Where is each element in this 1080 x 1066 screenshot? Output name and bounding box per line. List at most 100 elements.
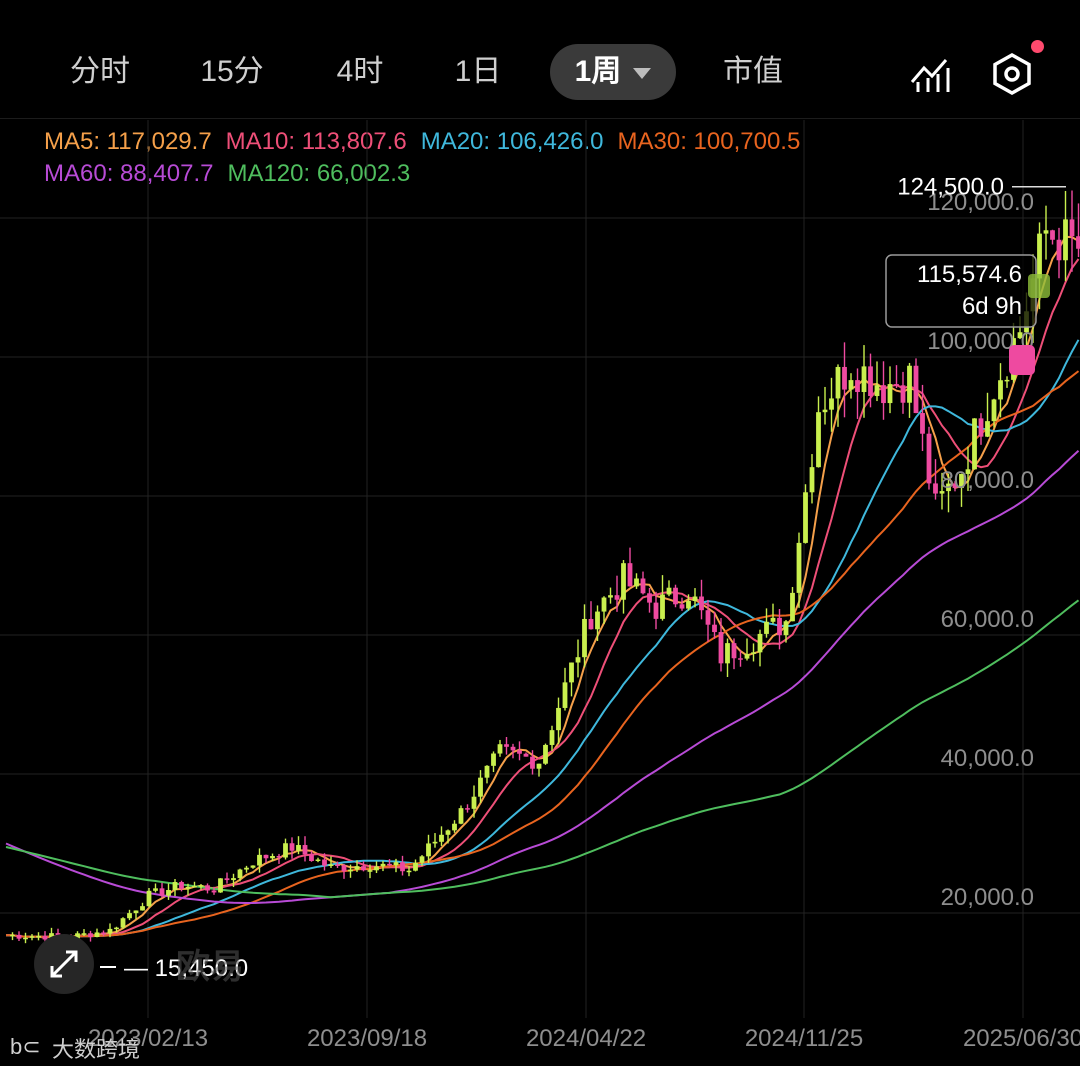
candle-body (94, 932, 100, 938)
tab-timeshare[interactable]: 分时 (70, 55, 130, 88)
watermark-text: 欧易 (176, 947, 244, 987)
candle-body (582, 618, 587, 658)
candle-body (770, 617, 776, 622)
candle-body (465, 808, 470, 810)
candle-body (569, 662, 574, 683)
footer-text: 大数跨境 (52, 1037, 141, 1062)
notification-badge (1031, 40, 1044, 53)
candle-body (406, 870, 412, 873)
candle-body (556, 707, 561, 731)
candle-body (452, 823, 457, 831)
candle-body (36, 935, 41, 938)
candle-body (283, 843, 288, 858)
candle-body (660, 594, 665, 619)
candle-body (192, 886, 197, 888)
candle-body (790, 592, 795, 622)
candle-body (920, 413, 925, 434)
y-tick-label: 80,000.0 (941, 467, 1034, 494)
candle-body (387, 863, 392, 866)
candle-body (491, 753, 496, 766)
candle-body (536, 763, 542, 769)
candle-body (419, 856, 425, 863)
y-tick-label: 40,000.0 (941, 745, 1034, 772)
candle-body (978, 418, 984, 437)
candle-body (751, 652, 756, 654)
candle-body (445, 830, 451, 835)
candle-body (887, 384, 893, 404)
ma-line-ma5 (5, 235, 1079, 939)
candle-body (328, 864, 334, 866)
timeframe-toolbar: 分时 15分 4时 1日 1周 市值 (0, 0, 1080, 119)
candle-body (335, 864, 340, 866)
candle-body (796, 542, 802, 593)
candle-body (913, 365, 919, 414)
low-price-label: — 15,450.0 (124, 955, 248, 982)
ma-line-ma30 (5, 370, 1080, 938)
x-tick-label: 2025/06/30 (963, 1025, 1080, 1052)
candle-body (348, 869, 353, 872)
candle-body (101, 932, 106, 934)
candle-body (374, 866, 379, 871)
ma-line-ma20 (5, 339, 1080, 938)
candle-body (185, 886, 191, 889)
y-tick-label: 20,000.0 (941, 884, 1034, 911)
candle-body (543, 744, 548, 764)
candle-body (172, 882, 178, 891)
candle-body (153, 888, 158, 891)
candle-body (640, 578, 646, 594)
hexagon-settings-icon[interactable] (990, 52, 1034, 96)
ma-legend-item: MA30: 100,700.5 (617, 128, 801, 155)
candle-body (224, 878, 230, 881)
candle-body (10, 934, 15, 937)
candle-body (16, 934, 22, 939)
tab-market-cap[interactable]: 市值 (723, 55, 783, 88)
candle-body (88, 933, 93, 938)
chart-indicator-icon[interactable] (908, 52, 952, 96)
candle-body (270, 856, 275, 859)
candle-body (302, 845, 308, 855)
candle-body (562, 682, 568, 708)
candle-body (510, 746, 516, 751)
y-tick-label: 60,000.0 (941, 606, 1034, 633)
x-tick-label: 2024/11/25 (745, 1025, 863, 1052)
svg-text:b⊂: b⊂ (10, 1034, 41, 1059)
tab-1w[interactable]: 1周 (550, 44, 676, 100)
tab-15m[interactable]: 15分 (200, 55, 264, 88)
candle-body (588, 618, 594, 630)
candle-body (816, 412, 821, 468)
candle-body (29, 936, 35, 938)
tab-4h[interactable]: 4时 (336, 55, 384, 88)
candle-body (874, 385, 880, 397)
candle-body (1076, 236, 1080, 249)
candle-body (601, 597, 607, 612)
candle-body (205, 885, 210, 891)
candle-body (309, 854, 314, 861)
candle-body (120, 918, 126, 928)
candle-body (497, 744, 503, 754)
expand-arrows-icon (50, 950, 78, 978)
candle-body (237, 869, 243, 879)
candle-body (400, 862, 405, 872)
candle-body (81, 933, 87, 935)
candle-body (868, 366, 873, 397)
candle-body (413, 862, 418, 871)
candle-body (549, 730, 555, 745)
candle-body (809, 467, 815, 493)
tab-1d[interactable]: 1日 (454, 55, 502, 88)
candle-body (257, 854, 262, 866)
brand-logo-icon: b⊂ (10, 1034, 41, 1059)
candle-body (361, 866, 366, 871)
high-price-label: 124,500.0 (897, 174, 1004, 201)
candle-body (803, 492, 808, 543)
candle-body (712, 624, 717, 633)
candle-body (127, 913, 132, 919)
candle-body (842, 366, 847, 390)
current-price-label: 115,574.6 (917, 261, 1022, 288)
candle-body (146, 890, 152, 907)
candle-body (744, 653, 750, 659)
ma-legend-item: MA10: 113,807.6 (225, 128, 407, 155)
ma-legend-item: MA60: 88,407.7 (44, 160, 214, 187)
tab-1w-label: 1周 (574, 55, 622, 88)
candle-body (231, 878, 236, 881)
